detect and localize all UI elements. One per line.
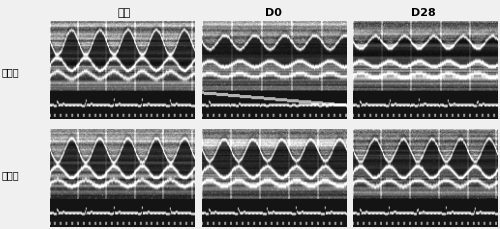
Text: 对照组: 对照组 xyxy=(1,67,19,77)
Text: 实验组: 实验组 xyxy=(1,170,19,180)
Text: 基线: 基线 xyxy=(118,8,131,18)
Text: D28: D28 xyxy=(410,8,436,18)
Text: D0: D0 xyxy=(266,8,282,18)
